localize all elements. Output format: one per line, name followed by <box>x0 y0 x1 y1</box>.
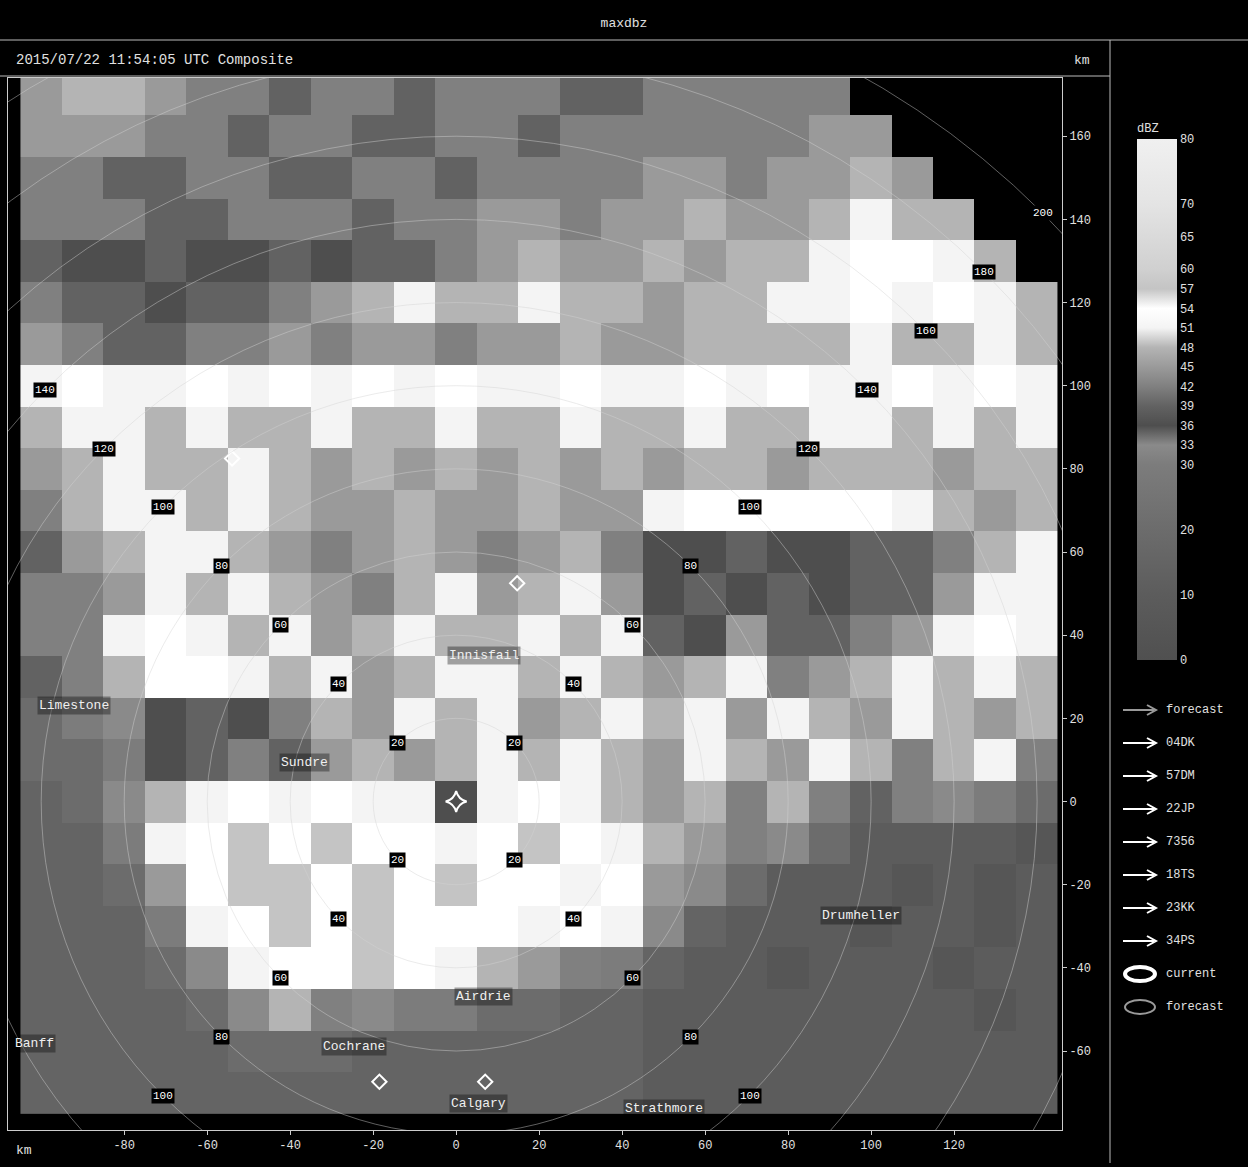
svg-text:45: 45 <box>1180 361 1194 375</box>
svg-text:40: 40 <box>1069 629 1083 643</box>
svg-text:54: 54 <box>1180 303 1194 317</box>
svg-text:100: 100 <box>153 501 173 513</box>
svg-text:100: 100 <box>740 1090 760 1102</box>
svg-text:80: 80 <box>215 560 228 572</box>
svg-text:10: 10 <box>1180 589 1194 603</box>
svg-text:0: 0 <box>1180 654 1187 668</box>
svg-text:20: 20 <box>532 1139 546 1153</box>
svg-text:dBZ: dBZ <box>1137 122 1159 136</box>
svg-text:160: 160 <box>1069 130 1091 144</box>
html-text:forecast: forecast <box>1166 702 1224 717</box>
svg-text:40: 40 <box>332 913 345 925</box>
svg-text:Banff: Banff <box>15 1036 54 1051</box>
svg-text:40: 40 <box>567 913 580 925</box>
svg-text:140: 140 <box>35 384 55 396</box>
svg-text:36: 36 <box>1180 420 1194 434</box>
svg-text:20: 20 <box>508 737 521 749</box>
svg-text:33: 33 <box>1180 439 1194 453</box>
svg-text:Airdrie: Airdrie <box>456 989 511 1004</box>
svg-text:140: 140 <box>1069 214 1091 228</box>
svg-text:km: km <box>16 1143 32 1158</box>
svg-text:20: 20 <box>1180 524 1194 538</box>
html-text:04DK: 04DK <box>1166 735 1195 750</box>
svg-text:maxdbz: maxdbz <box>601 16 648 31</box>
svg-text:20: 20 <box>391 854 404 866</box>
svg-text:120: 120 <box>1069 297 1091 311</box>
html-text:7356: 7356 <box>1166 834 1195 849</box>
svg-text:Strathmore: Strathmore <box>625 1101 703 1116</box>
svg-text:20: 20 <box>391 737 404 749</box>
html-text:23KK: 23KK <box>1166 900 1195 915</box>
svg-text:60: 60 <box>698 1139 712 1153</box>
svg-text:60: 60 <box>1069 546 1083 560</box>
svg-text:100: 100 <box>740 501 760 513</box>
svg-text:160: 160 <box>916 325 936 337</box>
svg-text:80: 80 <box>684 1031 697 1043</box>
svg-text:-60: -60 <box>1069 1045 1091 1059</box>
svg-text:30: 30 <box>1180 459 1194 473</box>
svg-text:70: 70 <box>1180 198 1194 212</box>
svg-text:180: 180 <box>974 266 994 278</box>
svg-text:80: 80 <box>781 1139 795 1153</box>
svg-text:60: 60 <box>274 972 287 984</box>
svg-text:-40: -40 <box>1069 962 1091 976</box>
html-text:current: current <box>1166 966 1217 981</box>
svg-text:48: 48 <box>1180 342 1194 356</box>
svg-text:-40: -40 <box>279 1139 301 1153</box>
svg-text:57: 57 <box>1180 283 1194 297</box>
svg-text:120: 120 <box>798 443 818 455</box>
svg-text:km: km <box>1074 53 1090 68</box>
html-text:22JP: 22JP <box>1166 801 1195 816</box>
svg-text:Innisfail: Innisfail <box>449 648 519 663</box>
svg-text:20: 20 <box>508 854 521 866</box>
html-text:18TS: 18TS <box>1166 867 1195 882</box>
svg-text:Cochrane: Cochrane <box>323 1039 385 1054</box>
svg-text:20: 20 <box>1069 713 1083 727</box>
svg-text:Sundre: Sundre <box>281 755 328 770</box>
html-text:57DM: 57DM <box>1166 768 1195 783</box>
svg-text:60: 60 <box>626 619 639 631</box>
svg-text:-60: -60 <box>196 1139 218 1153</box>
svg-text:140: 140 <box>857 384 877 396</box>
svg-text:60: 60 <box>626 972 639 984</box>
svg-text:Calgary: Calgary <box>451 1096 506 1111</box>
svg-text:42: 42 <box>1180 381 1194 395</box>
svg-text:40: 40 <box>332 678 345 690</box>
svg-text:-80: -80 <box>113 1139 135 1153</box>
html-text:34PS: 34PS <box>1166 933 1195 948</box>
svg-text:-20: -20 <box>1069 879 1091 893</box>
svg-text:120: 120 <box>943 1139 965 1153</box>
svg-text:2015/07/22 11:54:05 UTC Compos: 2015/07/22 11:54:05 UTC Composite <box>16 52 293 68</box>
svg-text:51: 51 <box>1180 322 1194 336</box>
svg-text:80: 80 <box>1069 463 1083 477</box>
svg-text:100: 100 <box>1069 380 1091 394</box>
svg-text:200: 200 <box>1033 207 1053 219</box>
svg-text:65: 65 <box>1180 231 1194 245</box>
svg-text:120: 120 <box>94 443 114 455</box>
svg-text:39: 39 <box>1180 400 1194 414</box>
svg-text:60: 60 <box>1180 263 1194 277</box>
svg-text:0: 0 <box>453 1139 460 1153</box>
svg-text:40: 40 <box>567 678 580 690</box>
svg-text:60: 60 <box>274 619 287 631</box>
svg-text:40: 40 <box>615 1139 629 1153</box>
svg-text:0: 0 <box>1069 796 1076 810</box>
svg-text:Limestone: Limestone <box>39 698 109 713</box>
svg-text:80: 80 <box>684 560 697 572</box>
html-text:forecast: forecast <box>1166 999 1224 1014</box>
svg-text:80: 80 <box>215 1031 228 1043</box>
svg-text:100: 100 <box>860 1139 882 1153</box>
svg-text:100: 100 <box>153 1090 173 1102</box>
svg-text:80: 80 <box>1180 133 1194 147</box>
svg-text:-20: -20 <box>362 1139 384 1153</box>
svg-text:Drumheller: Drumheller <box>822 908 900 923</box>
